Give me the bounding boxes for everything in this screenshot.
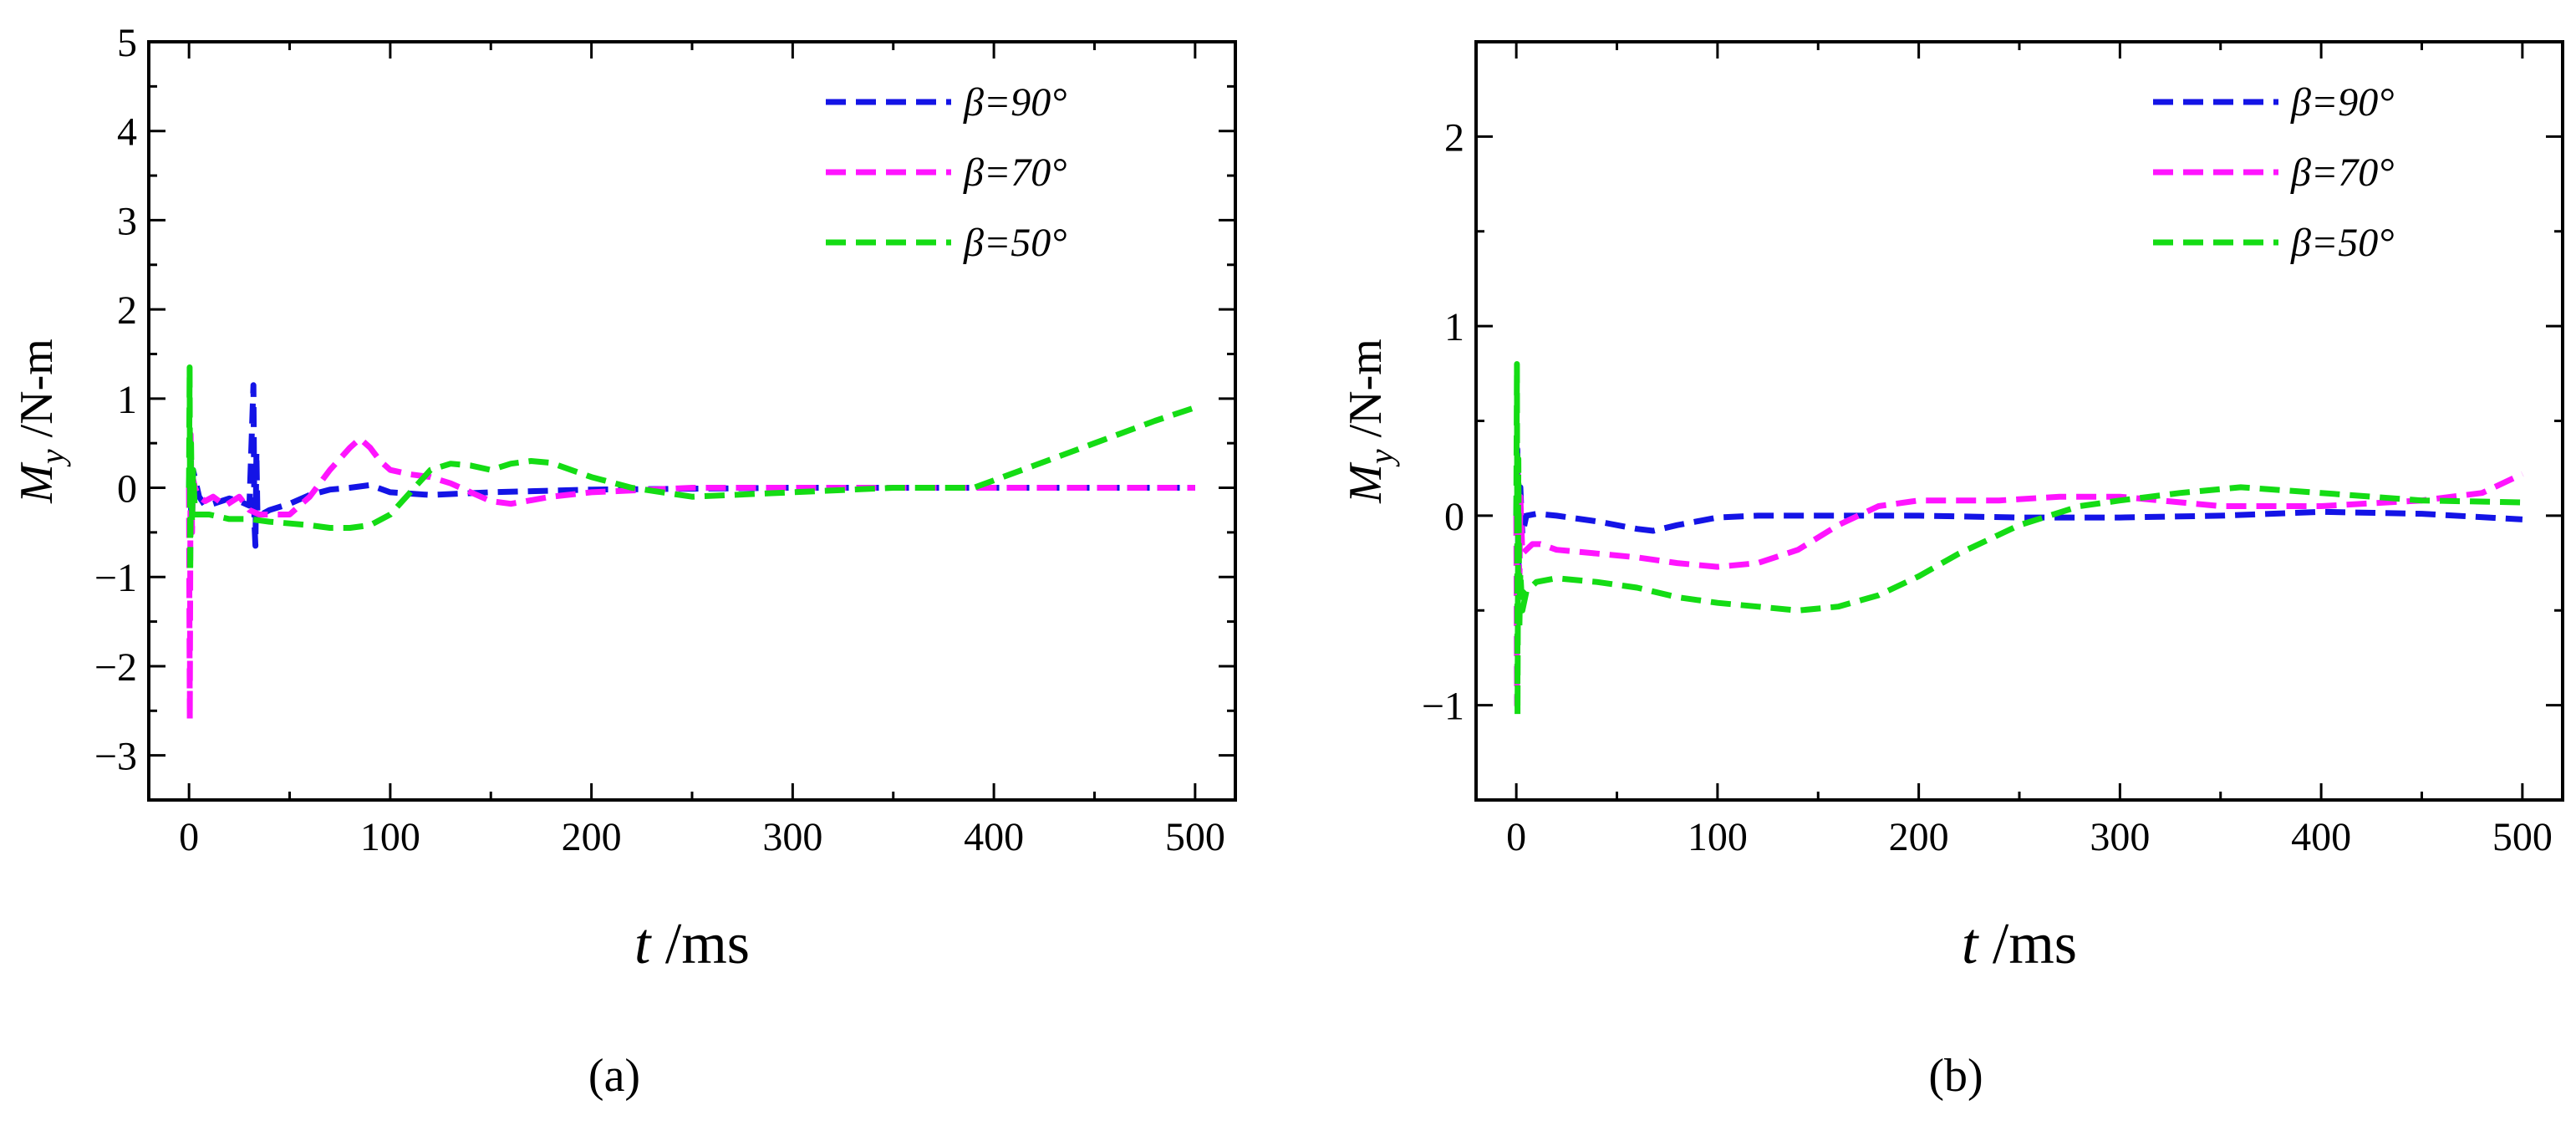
x-tick-label: 0	[1506, 815, 1526, 859]
series-group	[1513, 361, 2524, 718]
legend-label-0: β=90°	[963, 80, 1067, 125]
y-axis-title: My /N-m	[1340, 339, 1400, 504]
x-tick-label: 500	[2492, 815, 2553, 859]
series-group	[186, 364, 1197, 723]
legend-label-1: β=70°	[2290, 150, 2395, 195]
y-tick-label: 2	[117, 288, 137, 333]
y-tick-label: 4	[117, 110, 137, 155]
y-axis-title: My /N-m	[11, 339, 71, 504]
chart-panel-a: 0 100 200 300 400 500 −3 −2 −1 0 1 2 3 4 5 t /ms My /N-m…	[11, 21, 1237, 976]
y-tick-label: 0	[117, 467, 137, 512]
x-tick-label: 100	[360, 815, 420, 859]
x-tick-label: 500	[1165, 815, 1225, 859]
series-line-2	[186, 364, 1197, 576]
x-tick-label: 300	[2090, 815, 2150, 859]
y-tick-label: 1	[1444, 305, 1464, 349]
panel-label-a: (a)	[588, 1050, 640, 1102]
y-tick-label: 1	[117, 378, 137, 422]
y-tick-label: 5	[117, 21, 137, 65]
legend-label-2: β=50°	[963, 221, 1067, 265]
x-tick-label: 400	[964, 815, 1024, 859]
y-tick-label: 2	[1444, 115, 1464, 160]
y-tick-label: −2	[94, 645, 137, 690]
x-tick-label: 200	[1889, 815, 1949, 859]
legend-label-2: β=50°	[2290, 221, 2395, 265]
legend-label-1: β=70°	[963, 150, 1067, 195]
panel-label-b: (b)	[1928, 1050, 1983, 1102]
x-tick-label: 400	[2291, 815, 2351, 859]
x-tick-label: 300	[762, 815, 822, 859]
legend-label-0: β=90°	[2290, 80, 2395, 125]
legend: β=90° β=70° β=50°	[2153, 80, 2395, 265]
y-tick-label: 3	[117, 199, 137, 243]
x-axis-title: t /ms	[1962, 912, 2077, 976]
series-line-1	[186, 431, 1195, 723]
x-tick-label: 100	[1688, 815, 1748, 859]
x-tick-label: 0	[179, 815, 199, 859]
y-tick-label: −1	[1422, 685, 1464, 729]
legend: β=90° β=70° β=50°	[826, 80, 1067, 265]
x-axis-title: t /ms	[634, 912, 750, 976]
y-tick-label: −3	[94, 735, 137, 779]
y-tick-label: 0	[1444, 495, 1464, 539]
series-line-2	[1513, 361, 2523, 718]
x-tick-label: 200	[562, 815, 622, 859]
y-tick-label: −1	[94, 556, 137, 600]
